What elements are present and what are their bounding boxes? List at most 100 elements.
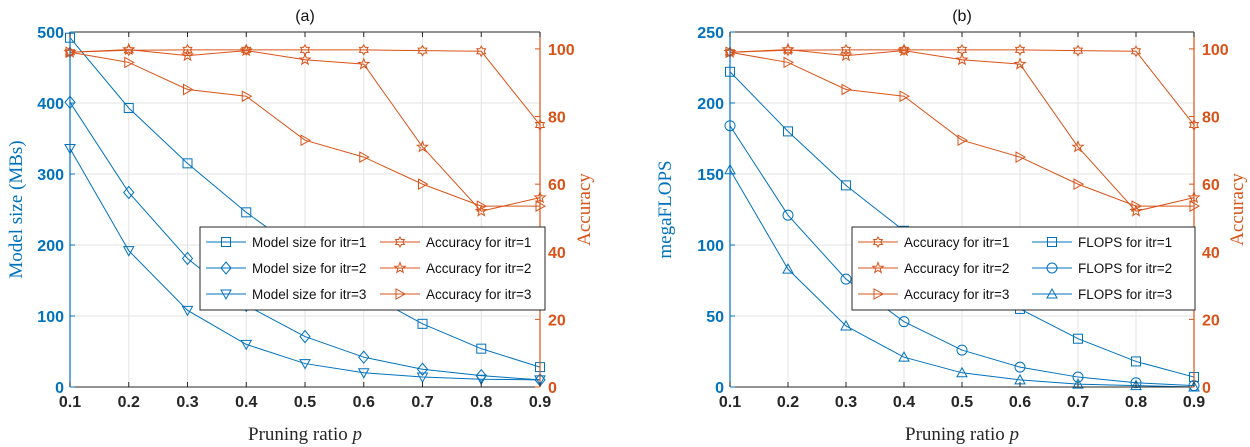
series-line <box>729 49 1195 126</box>
y-right-tick-label: 100 <box>548 42 575 59</box>
data-point <box>181 305 194 317</box>
y-right-tick-label: 80 <box>548 110 566 127</box>
panel-b-x-axis-label: Pruning ratio p <box>905 424 1019 445</box>
x-tick-label: 0.5 <box>294 394 316 411</box>
legend-marker <box>872 236 884 248</box>
data-point <box>1131 200 1143 212</box>
y-right-tick-label: 20 <box>548 312 566 329</box>
data-point <box>180 48 195 62</box>
data-point <box>182 43 193 56</box>
y-left-tick-label: 0 <box>55 380 64 397</box>
x-tick-label: 0.6 <box>353 394 375 411</box>
y-right-tick-label: 0 <box>548 380 557 397</box>
data-point <box>124 56 135 69</box>
data-point <box>358 43 369 56</box>
series-line <box>729 49 1195 212</box>
panel-a-legend: Model size for itr=1 Model size for itr=2… <box>199 226 546 311</box>
data-point <box>298 52 312 66</box>
panel-b-y-left-label: megaFLOPS <box>655 160 676 258</box>
legend-entry-accuracy-for-itr-2: Accuracy for itr=2 <box>380 261 531 276</box>
legend-marker <box>220 289 232 301</box>
data-point <box>241 207 252 218</box>
series-line <box>729 51 1194 207</box>
data-point <box>476 343 487 354</box>
data-point <box>1014 43 1026 56</box>
data-point <box>122 246 135 257</box>
legend-box <box>851 226 1196 311</box>
legend-label: Model size for itr=3 <box>252 287 366 302</box>
legend-label: Accuracy for itr=3 <box>904 287 1009 302</box>
legend-marker <box>395 288 407 300</box>
y-left-tick-label: 100 <box>697 238 724 255</box>
panel-b-legend: Accuracy for itr=1 Accuracy for itr=2 Accu… <box>851 226 1196 311</box>
y-right-tick-label: 100 <box>1202 42 1229 59</box>
data-point <box>357 57 371 70</box>
data-point <box>781 42 795 56</box>
y-right-tick-label: 40 <box>548 245 566 262</box>
data-point <box>1073 178 1085 190</box>
legend-entry-flops-for-itr-1: FLOPS for itr=1 <box>1032 235 1172 250</box>
legend-entry-flops-for-itr-2: FLOPS for itr=2 <box>1032 261 1172 276</box>
legend-entry-model-size-for-itr-3: Model size for itr=3 <box>206 287 366 302</box>
data-point <box>416 372 429 384</box>
data-point <box>241 90 253 103</box>
y-right-tick-label: 60 <box>548 177 566 194</box>
data-point <box>955 52 969 66</box>
y-left-tick-label: 50 <box>706 309 724 326</box>
legend-label: Model size for itr=2 <box>252 261 366 276</box>
y-left-tick-label: 500 <box>37 25 64 42</box>
legend-entry-model-size-for-itr-2: Model size for itr=2 <box>206 261 366 276</box>
data-point <box>782 209 794 221</box>
x-tick-label: 0.7 <box>411 394 433 411</box>
x-axis-label-text: Pruning ratio <box>905 424 1010 445</box>
data-point <box>123 102 134 113</box>
data-point <box>1015 151 1027 163</box>
x-tick-label: 0.8 <box>470 394 492 411</box>
data-point <box>417 318 428 329</box>
data-point <box>1073 333 1083 344</box>
x-tick-label: 0.5 <box>951 394 973 411</box>
data-point <box>476 200 488 212</box>
data-point <box>839 48 853 62</box>
data-point <box>123 185 135 200</box>
legend-label: FLOPS for itr=3 <box>1078 287 1172 302</box>
legend-entry-model-size-for-itr-1: Model size for itr=1 <box>206 235 366 250</box>
data-point <box>1130 45 1142 58</box>
legend-entry-accuracy-for-itr-1: Accuracy for itr=1 <box>858 235 1009 250</box>
panel-b-y-right-label: Accuracy <box>1227 173 1248 246</box>
legend-marker <box>220 261 232 275</box>
data-point <box>357 368 370 379</box>
data-point <box>182 158 193 169</box>
data-point <box>299 329 311 344</box>
series-line <box>69 51 540 207</box>
panel-a-x-axis-label: Pruning ratio p <box>248 424 362 445</box>
data-point <box>418 178 429 190</box>
data-point <box>956 344 968 356</box>
data-point <box>956 366 968 378</box>
legend-label: Accuracy for itr=1 <box>426 235 531 250</box>
data-point <box>898 43 910 56</box>
x-tick-label: 0.2 <box>777 394 799 411</box>
x-tick-label: 0.9 <box>1183 394 1205 411</box>
data-point <box>416 362 429 377</box>
legend-entry-accuracy-for-itr-1: Accuracy for itr=1 <box>380 235 531 250</box>
y-left-tick-label: 150 <box>697 167 724 184</box>
x-tick-label: 0.3 <box>176 394 198 411</box>
data-point <box>783 126 793 137</box>
data-point <box>358 350 370 364</box>
legend-marker <box>873 288 885 300</box>
legend-marker <box>394 236 406 248</box>
legend-label: Model size for itr=1 <box>252 235 366 250</box>
y-right-tick-label: 60 <box>1202 177 1220 194</box>
x-tick-label: 0.1 <box>719 394 741 411</box>
x-tick-label: 0.4 <box>893 394 915 411</box>
series-accuracy-for-itr-1 <box>64 43 546 131</box>
data-point <box>1072 44 1084 57</box>
y-left-tick-label: 0 <box>715 380 724 397</box>
series-line <box>69 49 541 126</box>
data-point <box>299 359 311 370</box>
data-point <box>1130 379 1142 391</box>
series-line <box>729 125 1195 387</box>
panel-b-title: (b) <box>952 8 972 25</box>
series-accuracy-for-itr-3 <box>725 46 1201 212</box>
